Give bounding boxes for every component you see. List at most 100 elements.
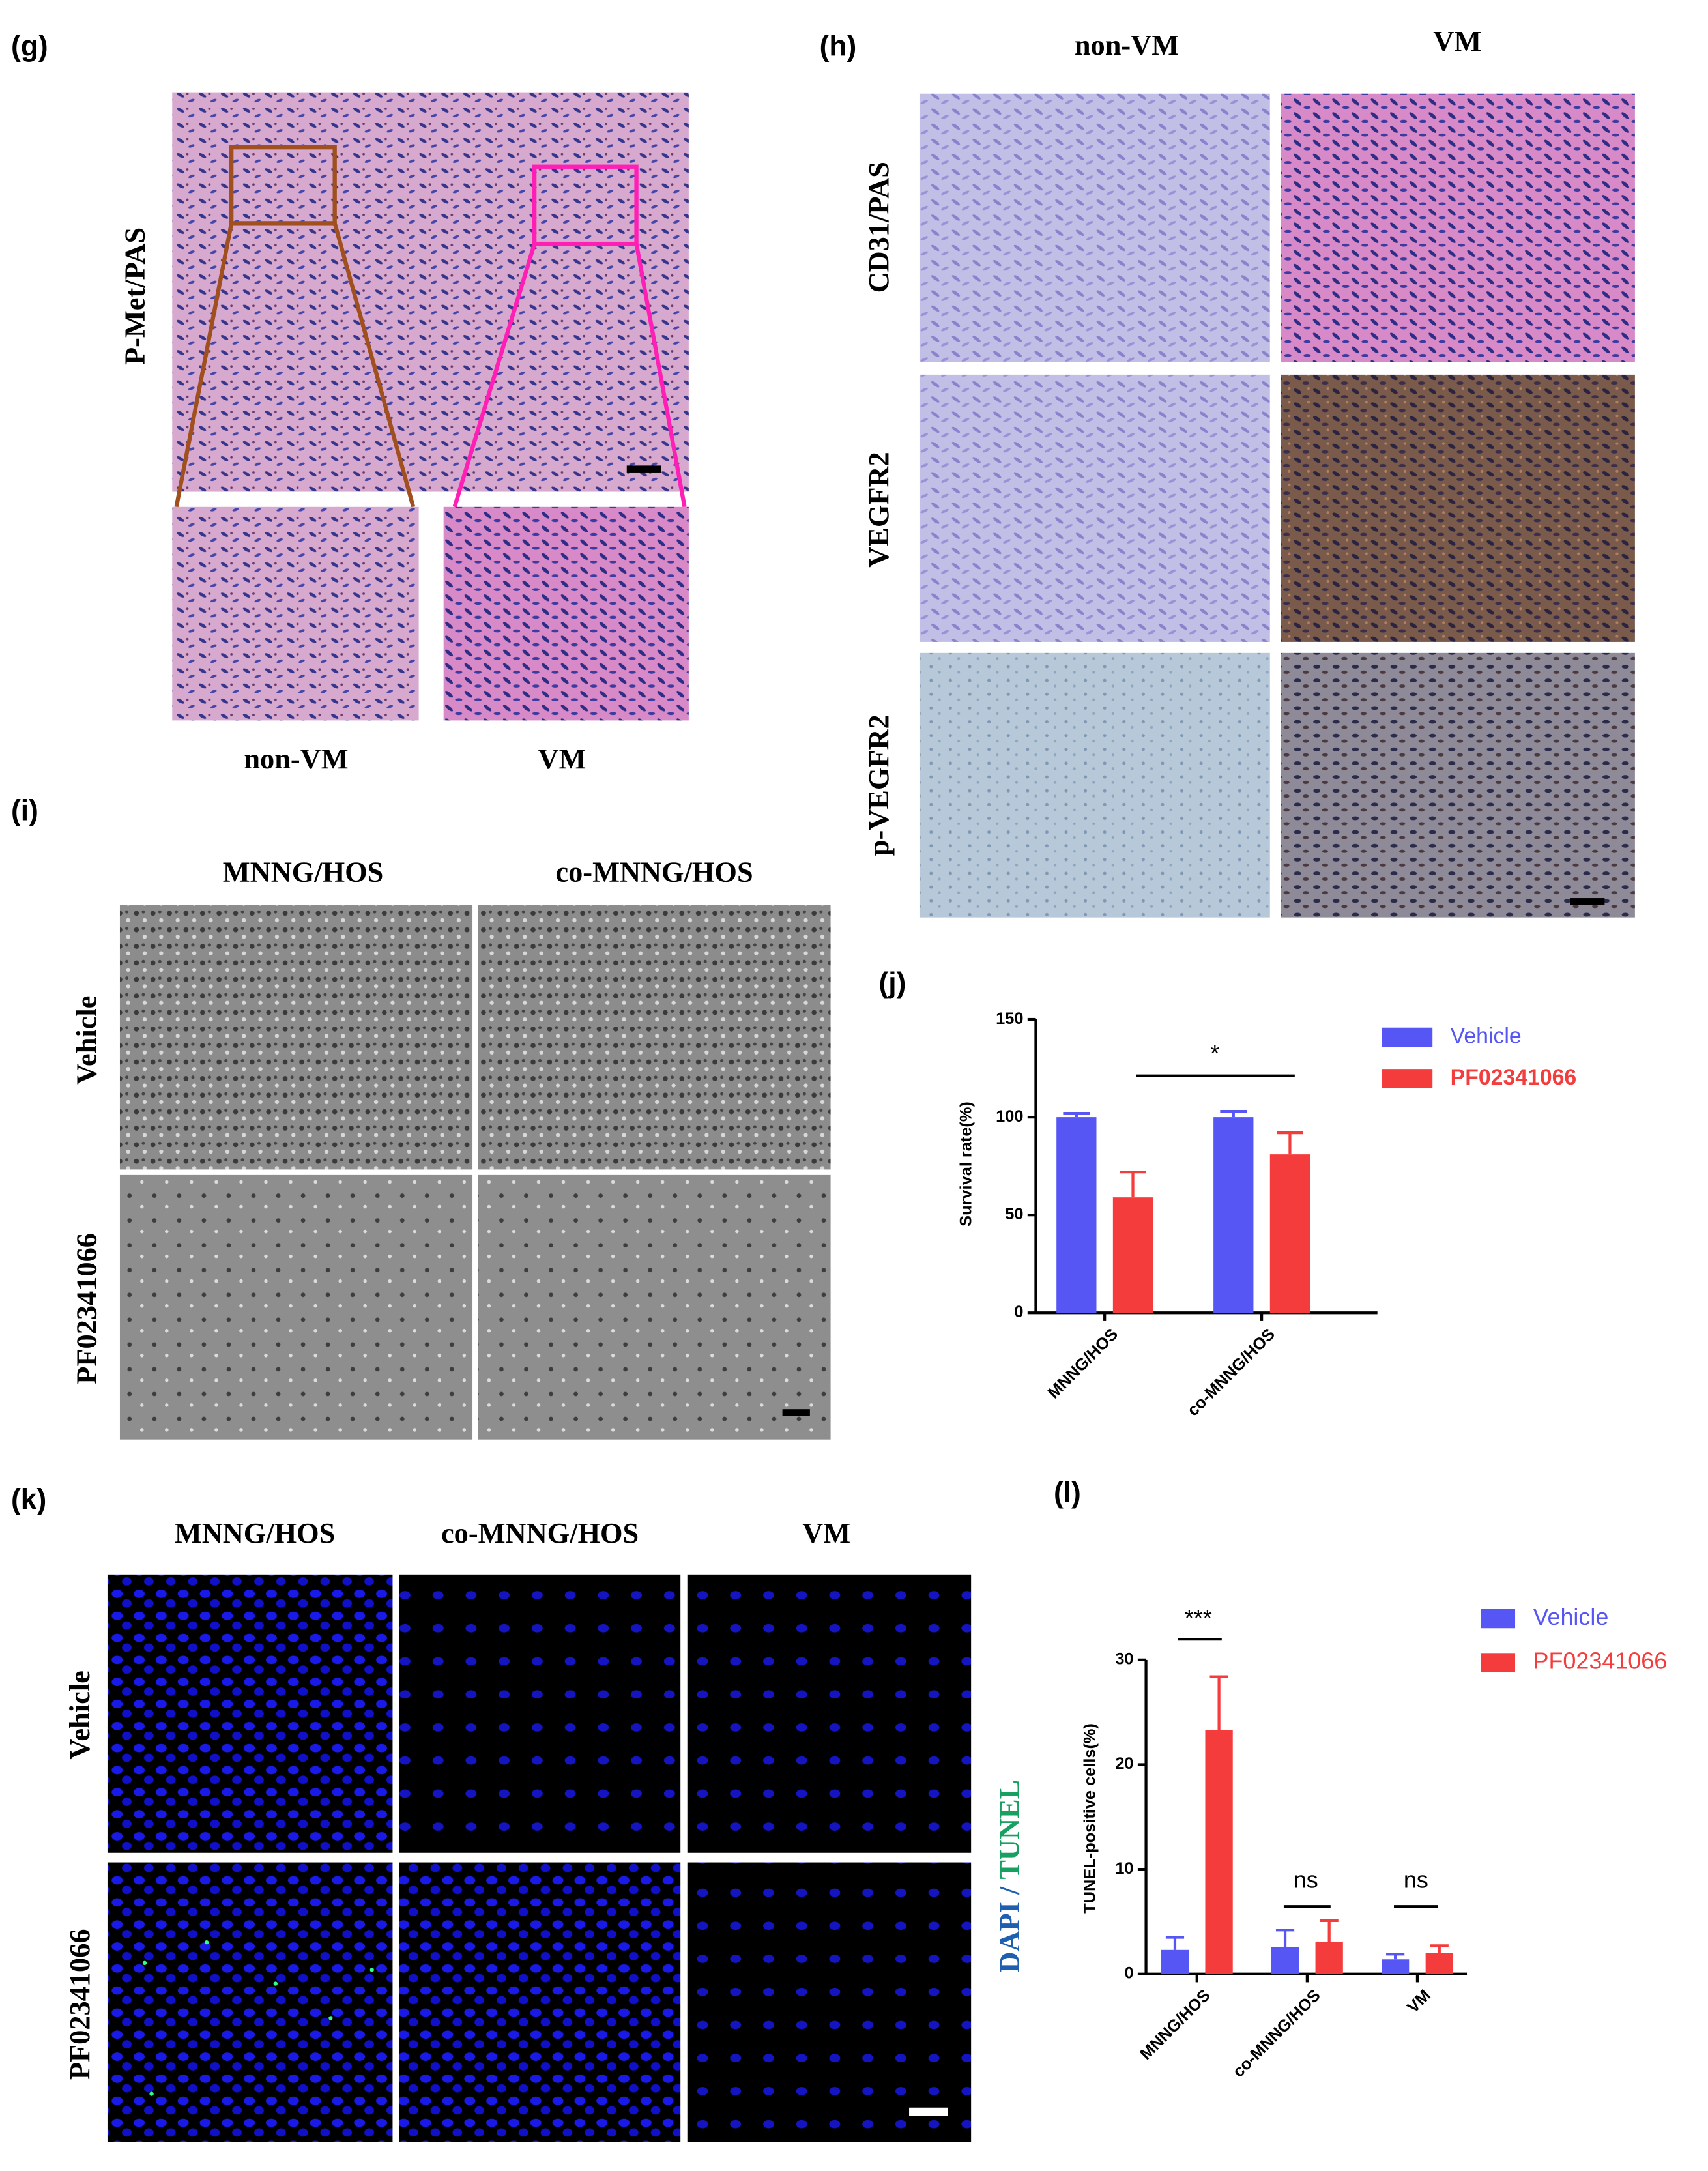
legend-label: PF02341066 [1451,1065,1577,1090]
y-tick-label: 100 [996,1107,1023,1126]
legend-swatch [1481,1609,1516,1629]
significance-label: * [1210,1040,1219,1066]
row-label: PF02341066 [70,1233,103,1384]
micrograph [172,506,419,721]
panel-label: (k) [11,1484,46,1516]
chart: (l) TUNEL-positive cells(%) 0 10 20 30 MNNG/HO… [1054,1477,1667,2081]
error-bar [1275,1929,1295,1947]
error-bar [1386,1953,1405,1960]
row-label: p-VEGFR2 [862,714,895,856]
column-label: VM [538,742,586,775]
stain-dapi: DAPI [993,1902,1026,1972]
error-bar [1320,1919,1339,1942]
micrograph [399,1574,681,1853]
significance-label: ns [1404,1867,1428,1893]
bar [1315,1941,1343,1974]
row-label: Vehicle [70,996,103,1085]
zoom-line [452,243,537,508]
column-label: co-MNNG/HOS [555,855,753,888]
bar [1161,1949,1189,1974]
error-bar [1063,1111,1090,1118]
error-bar [1220,1109,1247,1118]
y-tick-label: 50 [1005,1205,1023,1223]
zoom-line [634,243,687,508]
micrograph [107,1574,393,1853]
micrograph [119,905,473,1170]
micrograph [687,1574,972,1853]
zoom-line [332,222,416,508]
bar [1213,1117,1254,1313]
y-tick-label: 150 [996,1010,1023,1028]
legend-label: Vehicle [1533,1603,1608,1630]
y-tick-label: 20 [1115,1755,1133,1773]
micrograph [1281,652,1635,918]
stain-separator: / [993,1886,1026,1895]
column-label: VM [802,1517,850,1549]
scale-bar [626,465,661,473]
row-label: VEGFR2 [862,452,895,568]
bar [1271,1946,1299,1974]
micrograph [107,1862,393,2142]
panel-label: (h) [820,31,857,63]
panel-label: (l) [1054,1477,1081,1509]
column-label: VM [1433,25,1481,57]
column-label: non-VM [1075,29,1179,61]
bar [1382,1959,1410,1974]
micrograph [443,506,689,721]
micrograph [919,652,1270,918]
micrograph [119,1174,473,1440]
micrograph [399,1862,681,2142]
y-tick-label: 30 [1115,1650,1133,1668]
stain-tunel: TUNEL [993,1780,1026,1880]
column-label: MNNG/HOS [223,855,384,888]
row-label: P-Met/PAS [119,227,151,365]
y-tick-label: 0 [1124,1964,1133,1982]
micrograph [919,93,1270,362]
bar [1205,1730,1233,1974]
x-tick-label: MNNG/HOS [1045,1325,1122,1402]
zoom-box [532,164,639,246]
x-tick-label: co-MNNG/HOS [1184,1325,1279,1420]
row-label: CD31/PAS [862,162,895,293]
legend-swatch [1382,1027,1433,1047]
micrograph [1281,374,1635,642]
error-bar [1430,1944,1449,1953]
stain-label: DAPI / TUNEL [993,1780,1026,1973]
significance-label: *** [1185,1605,1212,1631]
micrograph [919,374,1270,642]
y-tick-label: 10 [1115,1859,1133,1878]
column-label: co-MNNG/HOS [441,1517,639,1549]
micrograph [172,92,689,492]
error-bar [1277,1131,1303,1155]
error-bar [1120,1171,1146,1198]
y-axis-label: Survival rate(%) [957,1101,976,1227]
scale-bar [909,2107,948,2116]
scale-bar [782,1409,810,1416]
legend-label: Vehicle [1451,1023,1522,1048]
micrograph [1281,93,1635,362]
micrograph [478,1174,831,1440]
legend-swatch [1481,1653,1516,1672]
significance-label: ns [1294,1867,1318,1893]
row-label: PF02341066 [63,1929,96,2080]
zoom-box [229,145,337,226]
panel-label: (g) [11,31,48,63]
bar [1269,1154,1310,1313]
x-tick-label: co-MNNG/HOS [1229,1987,1324,2081]
scale-bar [1570,898,1605,905]
tunel-spots [142,1940,374,2096]
error-bar [1165,1936,1185,1950]
column-label: MNNG/HOS [175,1517,336,1549]
micrograph [478,905,831,1170]
bar [1112,1197,1153,1313]
legend-swatch [1382,1069,1433,1088]
column-label: non-VM [244,742,348,775]
bar [1425,1953,1453,1974]
x-tick-label: VM [1404,1987,1434,2017]
panel-label: (j) [879,967,906,999]
bar [1056,1117,1097,1313]
micrograph [687,1862,972,2142]
y-axis-label: TUNEL-positive cells(%) [1081,1723,1099,1914]
chart: (j) Survival rate(%) 0 50 100 150 MNNG/HOS co-M… [879,967,1577,1420]
